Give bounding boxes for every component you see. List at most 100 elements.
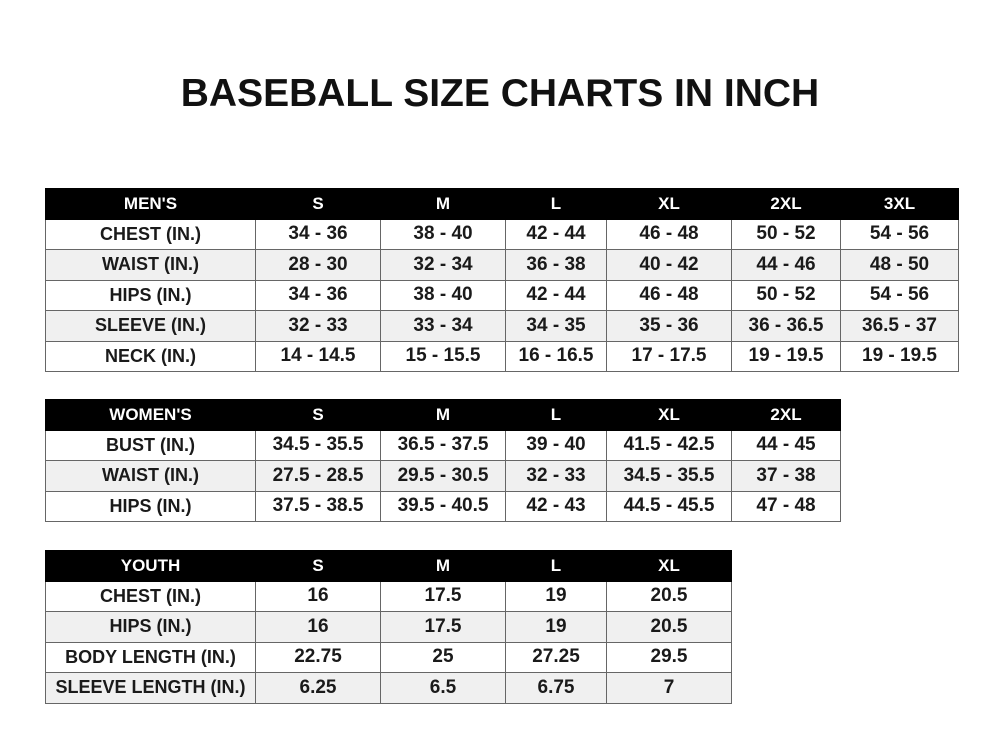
size-value: 46 - 48 — [606, 218, 732, 250]
size-header: S — [255, 550, 381, 582]
size-value: 16 — [255, 580, 381, 612]
size-value: 17.5 — [380, 611, 506, 643]
size-value: 6.75 — [505, 672, 607, 704]
size-value: 44 - 46 — [731, 249, 841, 281]
size-value: 29.5 - 30.5 — [380, 460, 506, 492]
size-value: 47 - 48 — [731, 490, 841, 522]
table-row: SLEEVE (IN.) 32 - 33 33 - 34 34 - 35 35 - 36… — [45, 310, 959, 342]
size-value: 32 - 33 — [255, 310, 381, 342]
size-value: 19 — [505, 611, 607, 643]
size-value: 20.5 — [606, 580, 732, 612]
size-value: 28 - 30 — [255, 249, 381, 281]
size-value: 27.5 - 28.5 — [255, 460, 381, 492]
measurement-label: HIPS (IN.) — [45, 611, 256, 643]
size-value: 33 - 34 — [380, 310, 506, 342]
size-value: 32 - 33 — [505, 460, 607, 492]
size-value: 16 — [255, 611, 381, 643]
table-row: CHEST (IN.) 34 - 36 38 - 40 42 - 44 46 - 48 5… — [45, 218, 959, 250]
size-header: S — [255, 399, 381, 431]
size-header: XL — [606, 188, 732, 220]
size-value: 35 - 36 — [606, 310, 732, 342]
page-title: BASEBALL SIZE CHARTS IN INCH — [180, 72, 820, 115]
size-header: L — [505, 188, 607, 220]
measurement-label: SLEEVE (IN.) — [45, 310, 256, 342]
table-row: HIPS (IN.) 37.5 - 38.5 39.5 - 40.5 42 - 43 4… — [45, 490, 841, 522]
measurement-label: CHEST (IN.) — [45, 580, 256, 612]
measurement-label: HIPS (IN.) — [45, 279, 256, 311]
size-value: 34 - 36 — [255, 218, 381, 250]
size-value: 22.75 — [255, 641, 381, 673]
size-header: M — [380, 188, 506, 220]
size-value: 54 - 56 — [840, 279, 959, 311]
measurement-label: WAIST (IN.) — [45, 249, 256, 281]
table-row: WAIST (IN.) 28 - 30 32 - 34 36 - 38 40 - 42 4… — [45, 249, 959, 281]
size-value: 37.5 - 38.5 — [255, 490, 381, 522]
womens-size-table: WOMEN'S S M L XL 2XL BUST (IN.) 34.5 - 35.5 36.5… — [45, 399, 841, 522]
size-value: 34.5 - 35.5 — [255, 429, 381, 461]
table-row: CHEST (IN.) 16 17.5 19 20.5 — [45, 580, 732, 612]
header-row: MEN'S S M L XL 2XL 3XL — [45, 188, 959, 220]
size-value: 44.5 - 45.5 — [606, 490, 732, 522]
measurement-label: CHEST (IN.) — [45, 218, 256, 250]
size-value: 6.25 — [255, 672, 381, 704]
size-value: 32 - 34 — [380, 249, 506, 281]
size-value: 20.5 — [606, 611, 732, 643]
size-value: 39.5 - 40.5 — [380, 490, 506, 522]
table-row: NECK (IN.) 14 - 14.5 15 - 15.5 16 - 16.5 17 … — [45, 340, 959, 372]
size-value: 27.25 — [505, 641, 607, 673]
size-value: 37 - 38 — [731, 460, 841, 492]
mens-size-table: MEN'S S M L XL 2XL 3XL CHEST (IN.) 34 - 36 38 - 4… — [45, 188, 959, 372]
table-row: HIPS (IN.) 16 17.5 19 20.5 — [45, 611, 732, 643]
size-header: L — [505, 550, 607, 582]
size-value: 29.5 — [606, 641, 732, 673]
size-value: 36.5 - 37.5 — [380, 429, 506, 461]
size-header: 3XL — [840, 188, 959, 220]
table-category-header: WOMEN'S — [45, 399, 256, 431]
measurement-label: BODY LENGTH (IN.) — [45, 641, 256, 673]
size-header: 2XL — [731, 399, 841, 431]
size-header: M — [380, 550, 506, 582]
size-value: 50 - 52 — [731, 218, 841, 250]
size-value: 36.5 - 37 — [840, 310, 959, 342]
size-value: 36 - 38 — [505, 249, 607, 281]
size-value: 7 — [606, 672, 732, 704]
size-value: 41.5 - 42.5 — [606, 429, 732, 461]
table-category-header: MEN'S — [45, 188, 256, 220]
size-value: 19 - 19.5 — [731, 340, 841, 372]
size-value: 38 - 40 — [380, 279, 506, 311]
size-value: 19 — [505, 580, 607, 612]
size-value: 38 - 40 — [380, 218, 506, 250]
size-value: 14 - 14.5 — [255, 340, 381, 372]
measurement-label: NECK (IN.) — [45, 340, 256, 372]
measurement-label: HIPS (IN.) — [45, 490, 256, 522]
header-row: YOUTH S M L XL — [45, 550, 732, 582]
size-value: 42 - 44 — [505, 218, 607, 250]
table-row: HIPS (IN.) 34 - 36 38 - 40 42 - 44 46 - 48 50… — [45, 279, 959, 311]
size-value: 54 - 56 — [840, 218, 959, 250]
size-value: 40 - 42 — [606, 249, 732, 281]
size-value: 36 - 36.5 — [731, 310, 841, 342]
size-value: 42 - 44 — [505, 279, 607, 311]
size-value: 25 — [380, 641, 506, 673]
size-value: 34.5 - 35.5 — [606, 460, 732, 492]
size-value: 15 - 15.5 — [380, 340, 506, 372]
size-header: S — [255, 188, 381, 220]
size-value: 17.5 — [380, 580, 506, 612]
youth-size-table: YOUTH S M L XL CHEST (IN.) 16 17.5 19 20.5 HIPS (I… — [45, 550, 732, 704]
measurement-label: SLEEVE LENGTH (IN.) — [45, 672, 256, 704]
size-header: 2XL — [731, 188, 841, 220]
measurement-label: BUST (IN.) — [45, 429, 256, 461]
size-value: 34 - 36 — [255, 279, 381, 311]
table-row: BUST (IN.) 34.5 - 35.5 36.5 - 37.5 39 - 40 4… — [45, 429, 841, 461]
size-header: XL — [606, 399, 732, 431]
size-value: 6.5 — [380, 672, 506, 704]
size-value: 48 - 50 — [840, 249, 959, 281]
size-value: 46 - 48 — [606, 279, 732, 311]
measurement-label: WAIST (IN.) — [45, 460, 256, 492]
size-value: 44 - 45 — [731, 429, 841, 461]
size-value: 50 - 52 — [731, 279, 841, 311]
table-row: BODY LENGTH (IN.) 22.75 25 27.25 29.5 — [45, 641, 732, 673]
size-value: 39 - 40 — [505, 429, 607, 461]
size-value: 34 - 35 — [505, 310, 607, 342]
size-value: 17 - 17.5 — [606, 340, 732, 372]
